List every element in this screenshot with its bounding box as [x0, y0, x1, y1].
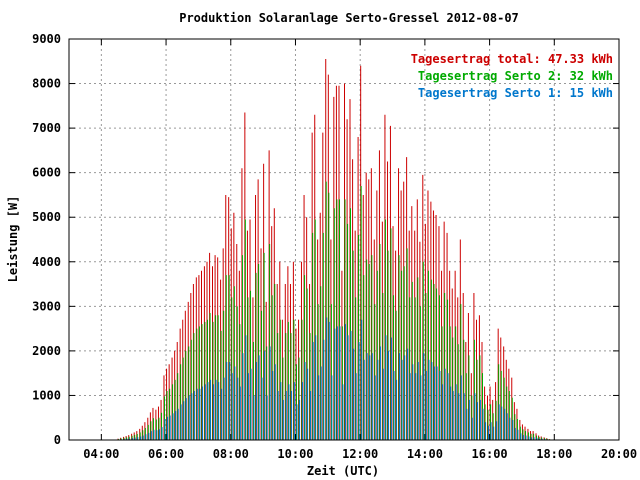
bars	[117, 59, 554, 440]
legend-entry: Tagesertrag Serto 2: 32 kWh	[418, 69, 613, 83]
y-tick-label: 3000	[32, 299, 61, 313]
x-tick-label: 10:00	[277, 447, 313, 461]
x-tick-label: 18:00	[536, 447, 572, 461]
y-axis-label: Leistung [W]	[6, 196, 20, 283]
y-tick-label: 9000	[32, 32, 61, 46]
y-tick-label: 2000	[32, 344, 61, 358]
y-tick-label: 0	[54, 433, 61, 447]
legend-entry: Tagesertrag total: 47.33 kWh	[411, 52, 613, 66]
x-axis-label: Zeit (UTC)	[307, 464, 379, 478]
x-tick-label: 20:00	[601, 447, 637, 461]
legend-entry: Tagesertrag Serto 1: 15 kWh	[418, 86, 613, 100]
series-3	[118, 317, 554, 440]
y-ticks: 0 1000 2000 3000 4000 5000 6000 7000 8000 9000	[32, 32, 619, 447]
x-tick-label: 16:00	[472, 447, 508, 461]
y-tick-label: 4000	[32, 255, 61, 269]
x-tick-label: 06:00	[148, 447, 184, 461]
y-tick-label: 1000	[32, 388, 61, 402]
x-tick-label: 14:00	[407, 447, 443, 461]
y-tick-label: 8000	[32, 77, 61, 91]
y-tick-label: 5000	[32, 210, 61, 224]
y-tick-label: 6000	[32, 166, 61, 180]
x-ticks: 04:00 06:00 08:00 10:00 12:00 14:00 16:00 18:00…	[83, 39, 637, 461]
x-tick-label: 04:00	[83, 447, 119, 461]
x-tick-label: 12:00	[342, 447, 378, 461]
y-tick-label: 7000	[32, 121, 61, 135]
chart-title: Produktion Solaranlage Serto-Gressel 201…	[179, 11, 519, 25]
x-tick-label: 08:00	[213, 447, 249, 461]
plot-border	[68, 38, 620, 441]
legend: Tagesertrag total: 47.33 kWh Tagesertrag …	[411, 52, 613, 100]
